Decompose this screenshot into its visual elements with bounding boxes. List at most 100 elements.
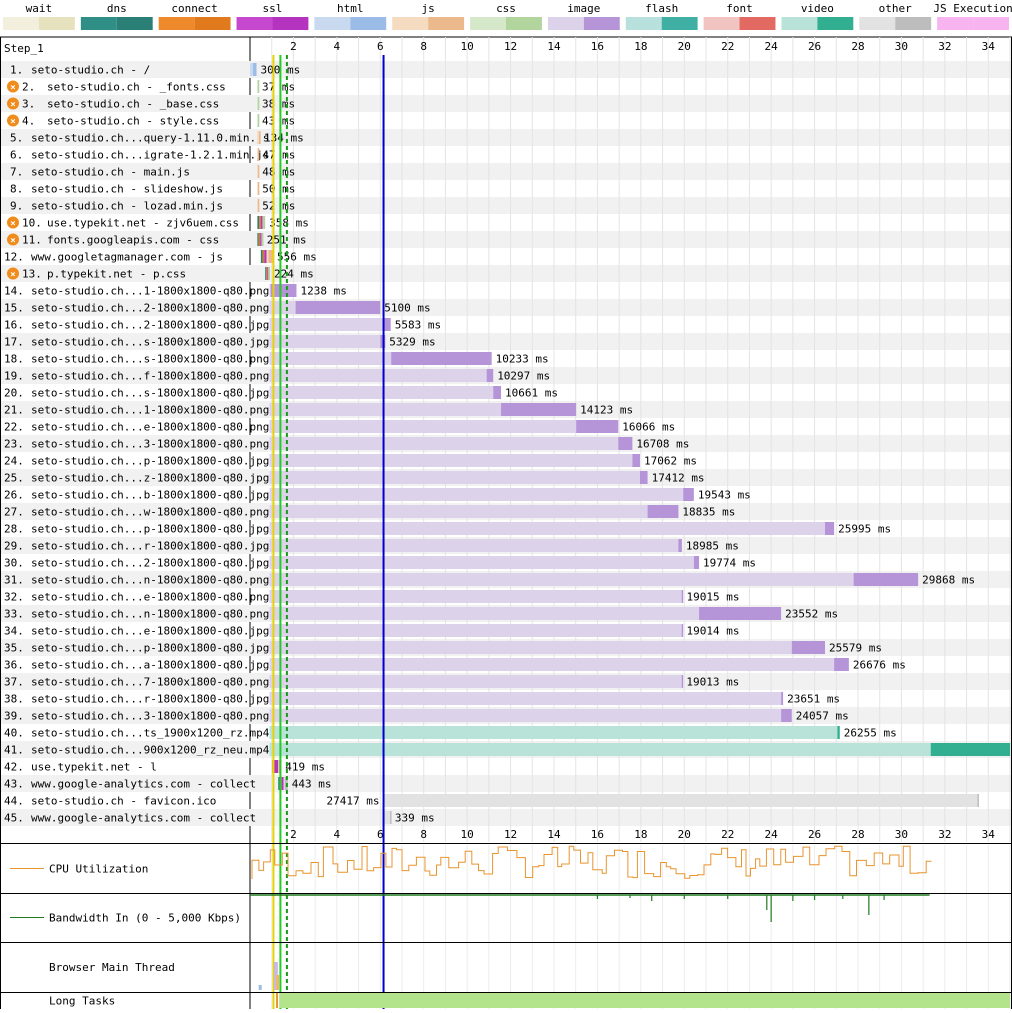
bar-download (258, 97, 260, 110)
legend-swatch-dark (195, 17, 231, 30)
bar-download (781, 692, 783, 705)
legend-swatch-light (626, 17, 662, 30)
bar-download (487, 369, 494, 382)
request-number: 17. (4, 336, 24, 349)
tick-label-bottom: 12 (504, 828, 517, 841)
duration-label: 52 ms (262, 200, 295, 213)
tick-label-top: 28 (851, 40, 864, 53)
request-label: seto-studio.ch...e-1800x1800-q80.png (31, 591, 269, 604)
legend-swatch-light (392, 17, 428, 30)
request-number: 16. (4, 319, 24, 332)
tick-label-bottom: 16 (591, 828, 604, 841)
request-label: seto-studio.ch...3-1800x1800-q80.png (31, 710, 269, 723)
duration-label: 43 ms (262, 115, 295, 128)
panel-label-main_thread: Browser Main Thread (49, 961, 175, 974)
bar-waiting (278, 760, 279, 773)
bar-download (501, 403, 576, 416)
request-number: 5. (10, 132, 23, 145)
request-label: www.googletagmanager.com - js (31, 251, 223, 264)
duration-label: 339 ms (395, 812, 435, 825)
legend-label-flash: flash (645, 2, 678, 15)
bar-waiting (270, 369, 487, 382)
legend-swatch-light (159, 17, 195, 30)
tick-label-top: 22 (721, 40, 734, 53)
request-label: seto-studio.ch...2-1800x1800-q80.jpg (31, 319, 269, 332)
bar-waiting (270, 641, 792, 654)
bar-waiting (257, 131, 259, 144)
bar-waiting (257, 182, 258, 195)
duration-label: 419 ms (285, 761, 325, 774)
request-number: 36. (4, 659, 24, 672)
duration-label: 556 ms (277, 251, 317, 264)
bar-download (259, 131, 261, 144)
request-label: seto-studio.ch...b-1800x1800-q80.jpg (31, 489, 269, 502)
duration-label: 5329 ms (389, 336, 435, 349)
bar-waiting (257, 114, 258, 127)
duration-label: 37 ms (262, 81, 295, 94)
request-label: seto-studio.ch...1-1800x1800-q80.png (31, 404, 269, 417)
bar-waiting (257, 199, 258, 212)
tick-label-top: 34 (982, 40, 996, 53)
duration-label: 50 ms (262, 183, 295, 196)
legend-swatch-light (781, 17, 817, 30)
duration-label: 18985 ms (686, 540, 739, 553)
request-number: 31. (4, 574, 24, 587)
bar-waiting (270, 658, 835, 671)
legend-swatch-light (237, 17, 273, 30)
request-number: 9. (10, 200, 23, 213)
legend-label-connect: connect (171, 2, 217, 15)
request-number: 1. (10, 64, 23, 77)
tick-label-bottom: 4 (334, 828, 341, 841)
bar-ssl (282, 777, 284, 790)
request-label: seto-studio.ch...3-1800x1800-q80.png (31, 438, 269, 451)
tick-label-top: 2 (290, 40, 297, 53)
request-label: seto-studio.ch...p-1800x1800-q80.jpg (31, 642, 269, 655)
duration-label: 1238 ms (300, 285, 346, 298)
tick-label-top: 6 (377, 40, 384, 53)
bar-waiting (270, 522, 825, 535)
bar-connect (259, 233, 261, 246)
bar-waiting (270, 590, 682, 603)
request-number: 3. (22, 98, 35, 111)
tick-label-bottom: 20 (678, 828, 691, 841)
bar-waiting (257, 165, 258, 178)
request-label: seto-studio.ch...900x1200_rz_neu.mp4 (31, 744, 270, 757)
bar-waiting (270, 386, 494, 399)
main-thread-activity (259, 985, 262, 990)
request-number: 32. (4, 591, 24, 604)
bar-waiting (250, 63, 253, 76)
bar-download (648, 505, 679, 518)
bar-waiting (270, 692, 782, 705)
tick-label-top: 30 (895, 40, 908, 53)
duration-label: 17062 ms (644, 455, 697, 468)
request-label: seto-studio.ch...1-1800x1800-q80.png (31, 285, 269, 298)
request-number: 11. (22, 234, 42, 247)
request-label: seto-studio.ch - favicon.ico (31, 795, 216, 808)
bar-download (296, 301, 381, 314)
render-blocking-icon-mark: × (10, 117, 15, 127)
legend-swatch-dark (973, 17, 1009, 30)
request-label: use.typekit.net - zjv6uem.css (47, 217, 239, 230)
request-label: seto-studio.ch - main.js (31, 166, 190, 179)
tick-label-bottom: 24 (765, 828, 779, 841)
request-number: 7. (10, 166, 23, 179)
bar-download (834, 658, 849, 671)
render-blocking-icon-mark: × (10, 236, 15, 246)
bar-download (258, 80, 260, 93)
bar-download (262, 233, 264, 246)
tick-label-bottom: 14 (547, 828, 561, 841)
duration-label: 26676 ms (853, 659, 906, 672)
request-number: 14. (4, 285, 24, 298)
tick-label-top: 4 (334, 40, 341, 53)
request-label: p.typekit.net - p.css (47, 268, 186, 281)
duration-label: 5100 ms (384, 302, 430, 315)
bar-download (258, 182, 260, 195)
legend-swatch-light (3, 17, 39, 30)
duration-label: 26255 ms (844, 727, 897, 740)
bar-waiting (284, 777, 285, 790)
bar-waiting (270, 675, 682, 688)
request-number: 15. (4, 302, 24, 315)
legend-swatch-light (859, 17, 895, 30)
bar-waiting (270, 539, 679, 552)
bar-download (699, 607, 781, 620)
